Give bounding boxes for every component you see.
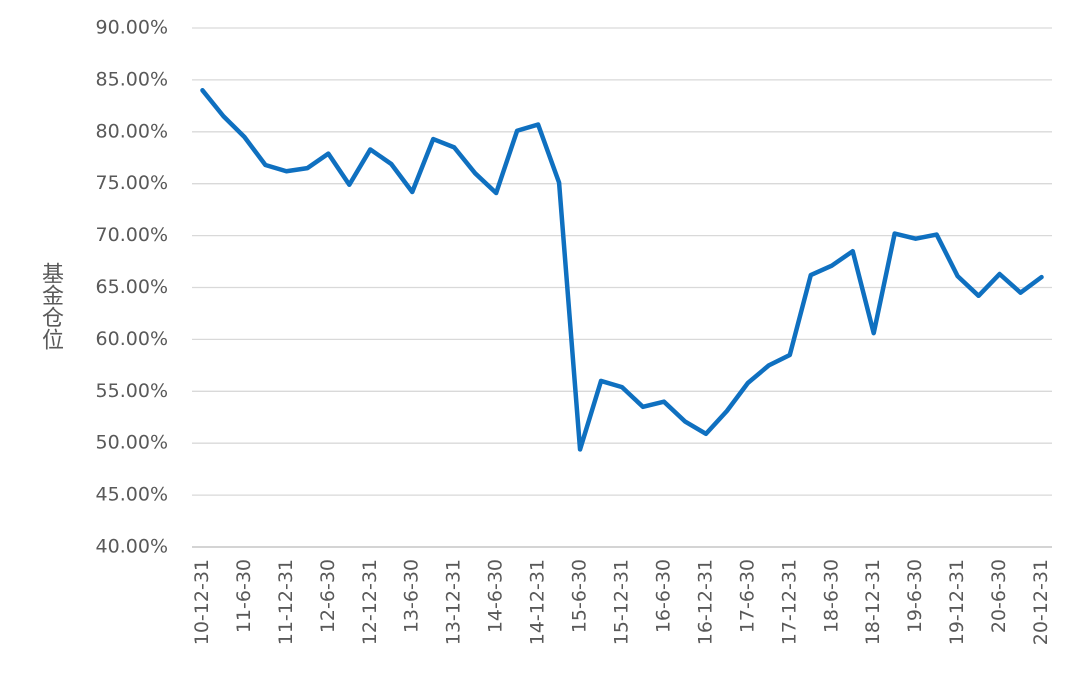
x-tick-label: 14-12-31 xyxy=(527,559,549,645)
x-tick-label: 12-12-31 xyxy=(359,559,381,645)
x-tick-label: 13-6-30 xyxy=(401,559,423,633)
y-tick-label: 55.00% xyxy=(96,380,168,402)
x-tick-label: 19-12-31 xyxy=(946,559,968,645)
x-tick-label: 20-6-30 xyxy=(988,559,1010,633)
x-tick-label: 15-12-31 xyxy=(611,559,633,645)
x-tick-label: 15-6-30 xyxy=(569,559,591,633)
y-tick-label: 50.00% xyxy=(96,432,168,454)
y-tick-label: 70.00% xyxy=(96,224,168,246)
x-tick-label: 11-6-30 xyxy=(233,559,255,633)
y-tick-label: 85.00% xyxy=(96,68,168,90)
y-axis-label: 基金仓位 xyxy=(38,262,63,350)
x-tick-label: 18-12-31 xyxy=(862,559,884,645)
y-tick-label: 90.00% xyxy=(96,17,168,39)
x-tick-label: 14-6-30 xyxy=(485,559,507,633)
y-tick-label: 75.00% xyxy=(96,172,168,194)
y-tick-label: 40.00% xyxy=(96,536,168,558)
x-tick-label: 19-6-30 xyxy=(904,559,926,633)
x-tick-label: 16-6-30 xyxy=(652,559,674,633)
x-tick-label: 11-12-31 xyxy=(275,559,297,645)
line xyxy=(200,88,1044,452)
x-tick-label: 13-12-31 xyxy=(443,559,465,645)
y-tick-label: 45.00% xyxy=(96,484,168,506)
x-tick-label: 10-12-31 xyxy=(191,559,213,645)
x-tick-label: 17-6-30 xyxy=(736,559,758,633)
x-tick-label: 16-12-31 xyxy=(694,559,716,645)
x-tick-label: 17-12-31 xyxy=(778,559,800,645)
y-tick-label: 65.00% xyxy=(96,276,168,298)
x-tick-label: 12-6-30 xyxy=(317,559,339,633)
x-tick-label: 18-6-30 xyxy=(820,559,842,633)
x-tick-label: 20-12-31 xyxy=(1030,559,1052,645)
y-tick-label: 80.00% xyxy=(96,120,168,142)
y-tick-label: 60.00% xyxy=(96,328,168,350)
